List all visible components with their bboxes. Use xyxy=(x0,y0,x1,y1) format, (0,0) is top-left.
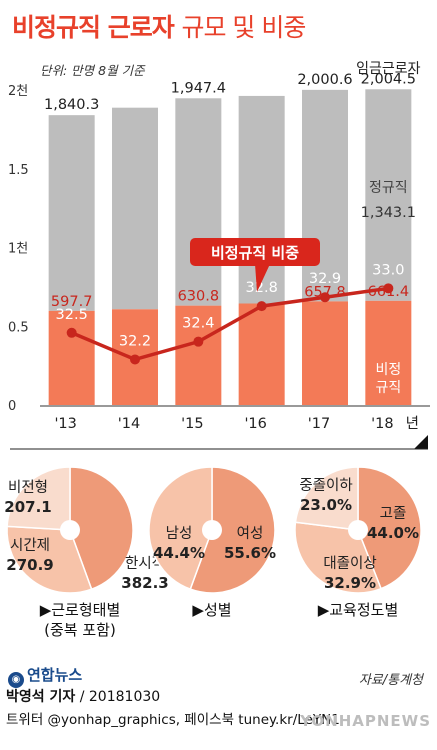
bar-irregular xyxy=(175,305,222,405)
share-point xyxy=(66,327,77,338)
bar-irregular xyxy=(238,303,285,405)
y-tick-label: 2천 xyxy=(8,84,28,99)
watermark: YONHAPNEWS xyxy=(300,712,431,730)
byline: 박영석 기자 / 20181030 xyxy=(6,686,160,706)
bar-regular xyxy=(112,107,158,310)
total-value-label: 2,000.6 xyxy=(297,72,352,88)
x-tick-label: '13 xyxy=(54,416,76,432)
pie-title: ▶근로형태별 xyxy=(40,601,121,619)
total-value-label: 1,840.3 xyxy=(44,97,99,113)
social-links: 트위터 @yonhap_graphics, 페이스북 tuney.kr/LeYN… xyxy=(6,712,340,728)
pie-slice-value: 23.0% xyxy=(300,496,352,514)
series-name-regular: 정규직 xyxy=(369,180,408,196)
pie-hole xyxy=(202,520,222,540)
source-note: 자료/통계청 xyxy=(358,673,423,688)
pie-slice xyxy=(294,466,359,531)
y-tick-label: 1천 xyxy=(8,242,28,257)
pie-slice-label: 한시적 xyxy=(125,555,165,572)
share-value-label: 33.0 xyxy=(372,262,404,278)
share-value-label: 32.9 xyxy=(309,271,341,287)
pie-hole xyxy=(60,520,80,540)
share-point xyxy=(320,292,330,303)
pie-slice-value: 382.3 xyxy=(121,574,168,592)
yonhap-logo: ◉ 연합뉴스 xyxy=(8,664,82,688)
share-callout-box xyxy=(190,238,320,266)
share-point xyxy=(383,283,394,294)
y-tick-label: 0 xyxy=(8,399,16,414)
share-value-label: 32.5 xyxy=(56,307,88,323)
bar-regular xyxy=(175,98,222,306)
chart-canvas: 0 0.5 1천 1.5 2천 597.7 1,840.3 '13 '14 630.8 1,947.… xyxy=(4,61,430,639)
title-subtitle: 규모 및 비중 xyxy=(181,13,306,42)
x-tick-label: '18 xyxy=(371,416,393,432)
share-callout-label: 비정규직 비중 xyxy=(211,244,299,262)
bar-value-label: 597.7 xyxy=(51,294,93,310)
pie-slice-value: 270.9 xyxy=(6,556,53,574)
pie-slice-label: 남성 xyxy=(166,525,193,542)
bar-regular xyxy=(302,89,348,302)
pie-slice-label: 고졸 xyxy=(380,506,407,522)
y-tick-label: 1.5 xyxy=(8,163,29,178)
share-line xyxy=(70,286,389,362)
share-value-label: 32.2 xyxy=(119,333,151,349)
pie-slice-value: 44.0% xyxy=(367,524,419,542)
series-name-irregular-1: 비정 xyxy=(375,362,401,378)
pie-slice xyxy=(6,466,71,531)
title-main-text: 비정규직 근로자 xyxy=(12,13,175,42)
bar-regular xyxy=(365,89,412,301)
bar-irregular xyxy=(48,310,95,405)
author: 박영석 기자 xyxy=(6,689,76,705)
y-tick-label: 0.5 xyxy=(8,320,29,335)
pie-hole xyxy=(348,520,368,540)
pie-slice-value: 55.6% xyxy=(224,544,276,562)
x-tick-label: '16 xyxy=(244,416,266,432)
share-point xyxy=(193,336,204,347)
pie-slice-value: 32.9% xyxy=(324,574,376,592)
x-tick-label: '15 xyxy=(181,416,203,432)
pie-slice xyxy=(357,466,422,590)
pie-slice xyxy=(69,466,134,591)
share-value-label: 32.4 xyxy=(182,316,214,332)
pie-title: ▶성별 xyxy=(192,601,231,619)
corner-mark-icon xyxy=(414,435,428,449)
pie-slice-value: 44.4% xyxy=(153,544,205,562)
series-name-irregular-2: 규직 xyxy=(375,380,401,396)
yonhap-logo-text: 연합뉴스 xyxy=(27,666,83,684)
pie-slice xyxy=(6,525,93,594)
pie-slice-value: 207.1 xyxy=(4,498,51,516)
pie-slice-label: 비전형 xyxy=(8,479,48,496)
x-tick-label: '17 xyxy=(308,416,330,432)
series-value-regular: 1,343.1 xyxy=(361,205,416,221)
bar-regular xyxy=(48,115,95,311)
share-callout-pointer xyxy=(255,264,270,292)
pie-slice-label: 대졸이상 xyxy=(323,555,376,572)
total-value-label: 1,947.4 xyxy=(171,80,226,96)
date: / 20181030 xyxy=(79,689,161,705)
share-value-label: 32.8 xyxy=(246,280,278,296)
chart-title: 비정규직 근로자 규모 및 비중 xyxy=(12,8,306,44)
pie-slice-label: 여성 xyxy=(237,525,264,542)
pie-slice-label: 시간제 xyxy=(10,537,50,554)
yonhap-logo-icon: ◉ xyxy=(8,672,24,688)
share-point xyxy=(256,301,267,312)
x-axis-unit: 년 xyxy=(406,415,419,432)
share-point xyxy=(130,354,140,365)
bar-irregular xyxy=(302,301,348,405)
total-value-label: 2,004.5 xyxy=(361,71,416,87)
unit-note: 단위: 만명 8월 기준 xyxy=(40,63,145,78)
pie-title: ▶교육정도별 xyxy=(318,601,399,619)
pie-slice-label: 중졸이하 xyxy=(299,477,352,494)
pie-slice xyxy=(294,521,383,594)
bar-value-label: 630.8 xyxy=(178,289,220,305)
pie-slice xyxy=(189,466,276,594)
x-tick-label: '14 xyxy=(118,416,140,432)
total-series-name: 임금근로자 xyxy=(356,61,421,77)
pie-slice xyxy=(148,466,213,591)
bar-irregular xyxy=(365,300,412,405)
pie-title: (중복 포함) xyxy=(44,621,116,639)
